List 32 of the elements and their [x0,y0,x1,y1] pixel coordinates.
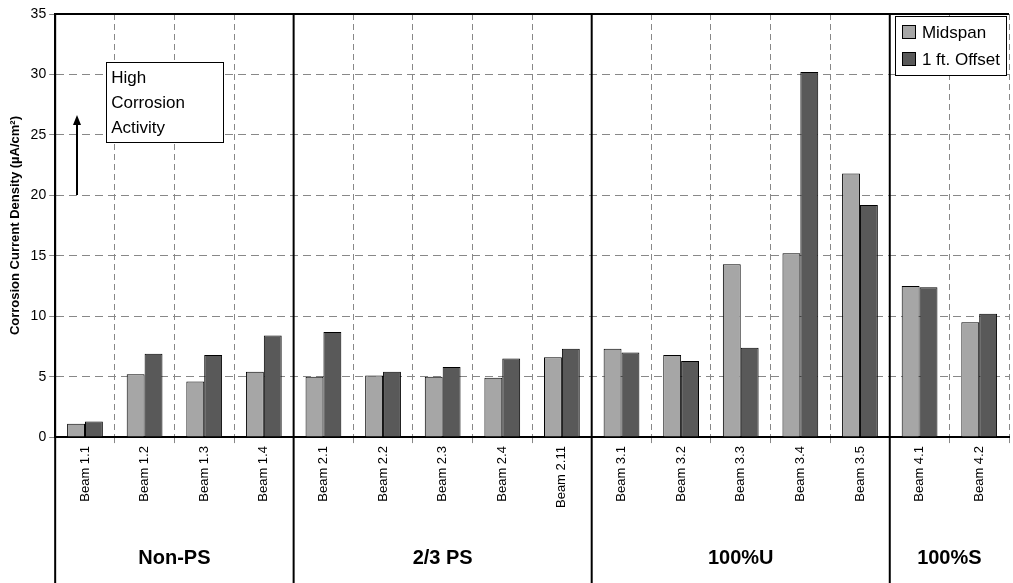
y-tick-label: 20 [30,186,47,203]
y-tick-label: 10 [30,307,47,324]
y-tick-label: 35 [30,4,47,21]
text: 100%S [917,546,982,569]
y-tick-label: 5 [38,367,47,384]
x-tick-label: Beam 1.2 [136,446,152,502]
annotation: High Corrosion Activity [106,62,225,143]
x-tick-label: Beam 1.3 [195,446,211,502]
x-tick-label: Beam 3.2 [672,446,688,502]
x-tick-label: Beam 2.3 [434,446,450,502]
y-tick-label: 25 [30,125,47,142]
x-tick-label: Beam 3.5 [851,446,867,502]
y-tick-label: 15 [30,246,47,263]
text: 100%U [707,546,774,569]
x-tick-label: Beam 2.2 [374,446,390,502]
legend-label: Midspan [920,22,988,44]
legend-label: 1 ft. Offset [920,49,1000,71]
x-tick-label: Beam 3.1 [613,446,629,502]
x-tick-label: Beam 4.2 [970,446,986,502]
text: Non-PS [138,546,211,569]
x-tick-label: Beam 3.4 [791,446,807,502]
x-tick-label: Beam 1.4 [255,446,271,502]
x-tick-label: Beam 3.3 [732,446,748,502]
x-tick-label: Beam 2.1 [315,446,331,502]
x-tick-label: Beam 1.1 [76,446,92,502]
x-tick-label: Beam 2.4 [493,446,509,502]
x-tick-label: Beam 4.1 [911,446,927,502]
text: 2/3 PS [412,546,473,569]
y-axis-title: Corrosion Current Density (µA/cm²) [7,115,23,336]
y-tick-label: 0 [38,427,47,444]
y-tick-label: 30 [30,65,47,82]
x-tick-label: Beam 2.11 [553,446,569,509]
